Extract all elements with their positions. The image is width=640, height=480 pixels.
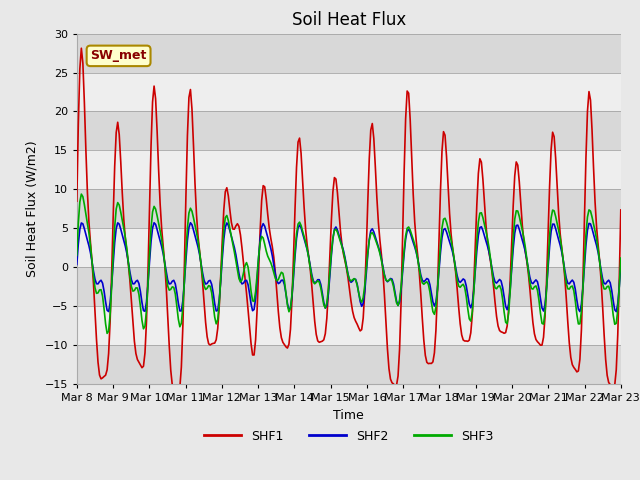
Title: Soil Heat Flux: Soil Heat Flux: [292, 11, 406, 29]
Bar: [77, 345, 621, 384]
SHF2: [73, 262, 81, 267]
SHF3: [143, 307, 150, 313]
Bar: [77, 189, 621, 228]
SHF3: [266, 257, 273, 263]
SHF1: [589, 165, 597, 170]
Y-axis label: Soil Heat Flux (W/m2): Soil Heat Flux (W/m2): [26, 141, 39, 277]
SHF1: [77, 45, 85, 51]
X-axis label: Time: Time: [333, 408, 364, 421]
SHF2: [187, 220, 195, 226]
SHF1: [266, 225, 273, 231]
Bar: [77, 72, 621, 111]
Line: SHF3: SHF3: [77, 194, 621, 334]
SHF1: [256, 228, 264, 233]
SHF2: [312, 279, 320, 285]
SHF1: [141, 350, 149, 356]
Line: SHF1: SHF1: [77, 48, 621, 393]
SHF2: [617, 262, 625, 267]
SHF1: [314, 338, 321, 344]
SHF3: [617, 255, 625, 261]
SHF1: [617, 207, 625, 213]
Bar: [77, 306, 621, 345]
SHF3: [314, 278, 321, 284]
Bar: [77, 150, 621, 189]
Line: SHF2: SHF2: [77, 223, 621, 312]
SHF3: [73, 252, 81, 258]
SHF2: [612, 309, 620, 314]
SHF2: [237, 278, 244, 284]
SHF2: [264, 234, 271, 240]
Bar: [77, 228, 621, 267]
SHF3: [589, 221, 597, 227]
SHF3: [103, 331, 111, 336]
SHF2: [140, 308, 147, 313]
SHF3: [238, 277, 246, 283]
SHF1: [175, 390, 182, 396]
Bar: [77, 34, 621, 72]
Text: SW_met: SW_met: [90, 49, 147, 62]
SHF3: [77, 191, 85, 197]
Legend: SHF1, SHF2, SHF3: SHF1, SHF2, SHF3: [199, 425, 499, 448]
SHF2: [588, 226, 596, 231]
Bar: [77, 111, 621, 150]
SHF1: [73, 198, 81, 204]
SHF1: [238, 245, 246, 251]
SHF3: [256, 240, 264, 245]
Bar: [77, 267, 621, 306]
SHF2: [255, 254, 262, 260]
